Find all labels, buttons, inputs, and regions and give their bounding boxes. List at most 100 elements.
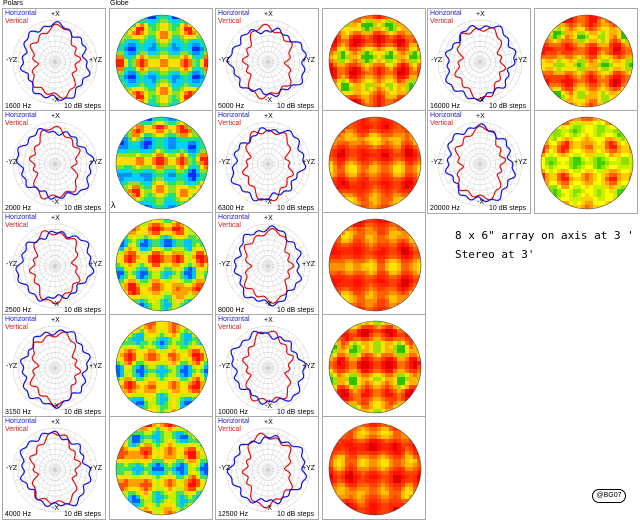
globe-plot — [322, 314, 426, 418]
steps-label: 10 dB steps — [64, 103, 101, 110]
polar-grid — [226, 122, 310, 206]
legend-horizontal: Horizontal — [430, 112, 462, 120]
axis-label-right: +YZ — [302, 261, 315, 268]
axis-label-top: +X — [264, 11, 273, 18]
globe-heatmap — [329, 423, 421, 515]
polar-grid — [13, 428, 97, 512]
axis-label-right: +YZ — [302, 363, 315, 370]
axis-label-bottom: -X — [477, 199, 484, 206]
axis-label-top: +X — [476, 11, 485, 18]
axis-label-top: +X — [264, 215, 273, 222]
axis-label-top: +X — [51, 113, 60, 120]
legend-horizontal: Horizontal — [218, 10, 250, 18]
polar-grid — [13, 20, 97, 104]
lambda-symbol: λ — [111, 200, 116, 210]
globe-heatmap — [116, 423, 208, 515]
globe-plot — [322, 212, 426, 316]
steps-label: 10 dB steps — [277, 307, 314, 314]
globe-plot — [109, 110, 213, 214]
polar-grid — [438, 20, 522, 104]
globe-heatmap — [116, 15, 208, 107]
globe-heatmap — [541, 117, 633, 209]
signature-badge: @BG07 — [592, 489, 626, 503]
frequency-label: 10000 Hz — [218, 409, 248, 416]
axis-label-top: +X — [51, 11, 60, 18]
legend-horizontal: Horizontal — [218, 316, 250, 324]
steps-label: 10 dB steps — [277, 409, 314, 416]
globe-plot — [534, 110, 638, 214]
legend-horizontal: Horizontal — [5, 214, 37, 222]
axis-label-right: +YZ — [89, 465, 102, 472]
legend-vertical: Vertical — [218, 120, 250, 128]
axis-label-right: +YZ — [89, 363, 102, 370]
axis-label-top: +X — [51, 419, 60, 426]
axis-label-bottom: -X — [265, 97, 272, 104]
frequency-label: 2500 Hz — [5, 307, 31, 314]
frequency-label: 6300 Hz — [218, 205, 244, 212]
legend-horizontal: Horizontal — [5, 10, 37, 18]
axis-label-left: -YZ — [6, 363, 17, 370]
steps-label: 10 dB steps — [489, 205, 526, 212]
globe-plot — [109, 314, 213, 418]
axis-label-left: -YZ — [219, 363, 230, 370]
globe-heatmap — [116, 321, 208, 413]
legend-vertical: Vertical — [5, 426, 37, 434]
steps-label: 10 dB steps — [64, 205, 101, 212]
polar-grid — [13, 122, 97, 206]
axis-label-left: -YZ — [431, 159, 442, 166]
legend-vertical: Vertical — [5, 222, 37, 230]
axis-label-right: +YZ — [302, 159, 315, 166]
polar-grid — [226, 326, 310, 410]
polar-grid — [226, 224, 310, 308]
legend-vertical: Vertical — [5, 324, 37, 332]
axis-label-top: +X — [51, 215, 60, 222]
polar-grid — [226, 20, 310, 104]
axis-label-left: -YZ — [219, 261, 230, 268]
globe-heatmap — [329, 219, 421, 311]
axis-label-bottom: -X — [265, 301, 272, 308]
globe-plot — [322, 8, 426, 112]
axis-label-right: +YZ — [89, 159, 102, 166]
axis-label-bottom: -X — [265, 505, 272, 512]
globe-heatmap — [116, 117, 208, 209]
axis-label-left: -YZ — [6, 261, 17, 268]
globe-plot — [109, 212, 213, 316]
polars-header: Polars — [3, 0, 23, 7]
legend-vertical: Vertical — [430, 18, 462, 26]
legend-horizontal: Horizontal — [430, 10, 462, 18]
globe-plot — [109, 416, 213, 520]
axis-label-left: -YZ — [6, 465, 17, 472]
steps-label: 10 dB steps — [277, 103, 314, 110]
axis-label-bottom: -X — [52, 301, 59, 308]
globe-heatmap — [116, 219, 208, 311]
legend-horizontal: Horizontal — [5, 418, 37, 426]
axis-label-top: +X — [264, 419, 273, 426]
steps-label: 10 dB steps — [277, 205, 314, 212]
polar-grid — [13, 224, 97, 308]
globe-heatmap — [541, 15, 633, 107]
axis-label-top: +X — [264, 317, 273, 324]
steps-label: 10 dB steps — [64, 307, 101, 314]
polar-grid — [226, 428, 310, 512]
globe-plot — [109, 8, 213, 112]
legend-horizontal: Horizontal — [218, 214, 250, 222]
legend-vertical: Vertical — [218, 324, 250, 332]
